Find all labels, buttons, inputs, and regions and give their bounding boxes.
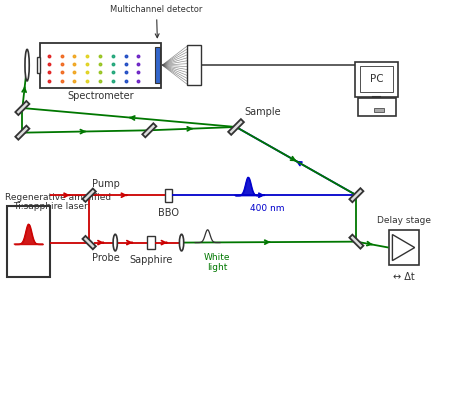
Ellipse shape (180, 234, 184, 251)
Point (109, 69, 117, 76)
Text: Sample: Sample (245, 107, 281, 117)
Text: Spectrometer: Spectrometer (67, 92, 134, 101)
Point (83, 61, 91, 68)
Point (135, 61, 142, 68)
Point (58, 61, 65, 68)
Polygon shape (15, 126, 29, 140)
Point (71, 77, 78, 84)
Point (135, 69, 142, 76)
Text: Regenerative amplified: Regenerative amplified (5, 193, 111, 202)
Bar (374, 107, 384, 112)
Point (83, 77, 91, 84)
Text: White
light: White light (204, 253, 230, 272)
Point (71, 53, 78, 60)
Text: Sapphire: Sapphire (129, 255, 173, 265)
Point (45, 53, 53, 60)
Polygon shape (349, 188, 364, 202)
Bar (187, 45, 201, 85)
Text: Delay stage: Delay stage (377, 216, 431, 225)
Point (58, 53, 65, 60)
Point (96, 69, 104, 76)
Point (109, 53, 117, 60)
Point (71, 61, 78, 68)
Point (45, 61, 53, 68)
Point (96, 53, 104, 60)
Point (58, 69, 65, 76)
Point (109, 61, 117, 68)
Text: Ti:sapphire laser: Ti:sapphire laser (13, 202, 88, 211)
Point (122, 61, 129, 68)
Bar (358, 98, 396, 116)
Point (45, 69, 53, 76)
Bar (40, 43, 161, 88)
Polygon shape (82, 236, 96, 249)
Point (96, 77, 104, 84)
Bar (360, 66, 393, 92)
Bar (164, 189, 172, 202)
Point (122, 53, 129, 60)
Bar (155, 47, 160, 83)
Text: BBO: BBO (158, 207, 179, 218)
Point (83, 53, 91, 60)
Text: Probe: Probe (92, 253, 119, 263)
Text: Multichannel detector: Multichannel detector (110, 5, 203, 38)
Polygon shape (392, 234, 415, 261)
Polygon shape (142, 123, 156, 137)
Polygon shape (82, 189, 96, 202)
Point (71, 69, 78, 76)
Bar (356, 62, 398, 97)
Point (135, 53, 142, 60)
Point (122, 77, 129, 84)
Polygon shape (15, 101, 29, 115)
Polygon shape (228, 119, 244, 135)
Ellipse shape (25, 49, 29, 81)
Point (83, 69, 91, 76)
Point (58, 77, 65, 84)
Point (45, 77, 53, 84)
Bar (7, 206, 50, 277)
Point (96, 61, 104, 68)
Bar (147, 236, 155, 249)
Text: PC: PC (370, 74, 383, 84)
Polygon shape (349, 234, 364, 249)
Bar (36, 57, 40, 74)
Point (135, 77, 142, 84)
Ellipse shape (113, 234, 118, 251)
Point (122, 69, 129, 76)
Text: ↔ Δt: ↔ Δt (393, 273, 415, 283)
Text: 400 nm: 400 nm (250, 204, 284, 213)
Point (109, 77, 117, 84)
Bar (389, 230, 419, 265)
Text: Pump: Pump (92, 179, 120, 189)
